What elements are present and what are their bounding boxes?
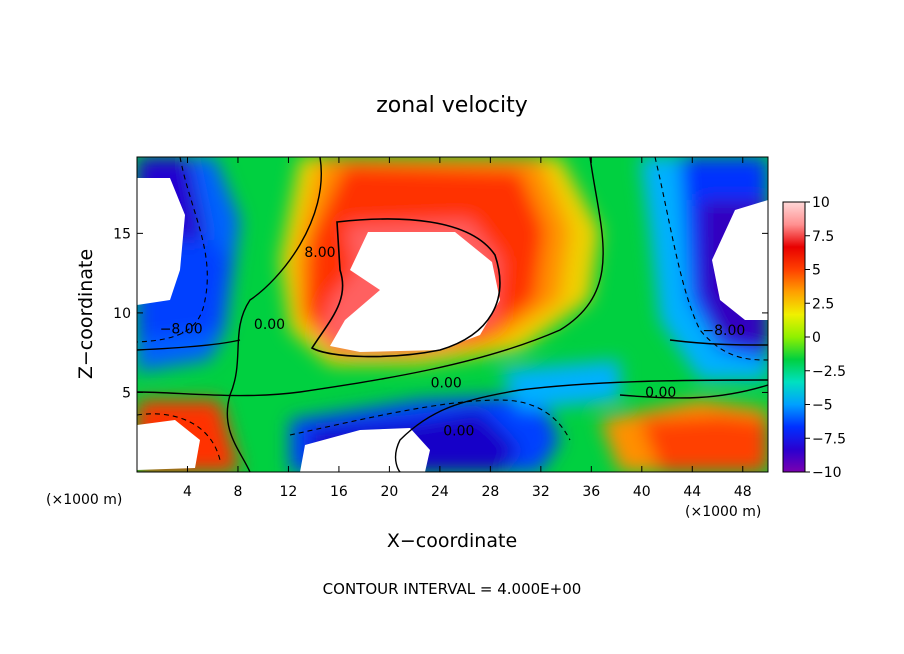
x-tick-label: 16 [330,484,348,500]
contour-interval-note: CONTOUR INTERVAL = 4.000E+00 [323,580,582,598]
offscale-region-upper [330,232,500,352]
contour-label: 0.00 [431,376,462,392]
contour-lines [137,157,768,472]
plot-frame [136,156,769,473]
contour-label: 0.00 [645,385,676,401]
x-tick-label: 36 [582,484,600,500]
colorbar-tick-label: −10 [812,465,842,481]
chart-title: zonal velocity [376,93,528,118]
colorbar-gradient [782,201,806,473]
y-axis: 5 10 15 [113,226,768,401]
colorbar-tick-label: 10 [812,195,830,211]
contour-label: 0.00 [443,423,474,439]
x-tick-label: 8 [233,484,242,500]
x-axis-label: X−coordinate [387,530,517,552]
offscale-region-left [137,178,185,305]
x-tick-label: 44 [683,484,701,500]
x-unit-left: (×1000 m) [46,492,122,508]
contour-label: 0.00 [254,317,285,333]
heatmap-field: 8.00 0.00 −8.00 0.00 0.00 −8.00 0.00 [137,157,768,472]
x-tick-label: 48 [734,484,752,500]
y-tick-label: 5 [122,385,131,401]
colorbar-tick-label: 2.5 [812,296,834,312]
colorbar-tick-label: −5 [812,398,833,414]
y-axis-label: Z−coordinate [75,249,97,379]
contour-label: −8.00 [160,322,203,338]
offscale-region-lowleft [137,420,200,470]
contour-label: 8.00 [304,245,335,261]
x-tick-label: 28 [481,484,499,500]
x-tick-label: 40 [633,484,651,500]
colorbar-tick-label: −7.5 [812,431,846,447]
x-axis: 4 8 12 16 20 24 28 32 36 40 44 48 [183,157,752,500]
x-tick-label: 4 [183,484,192,500]
x-unit-right: (×1000 m) [685,504,761,520]
x-tick-label: 12 [280,484,298,500]
offscale-region-lower [300,428,430,472]
offscale-region-right [712,200,768,320]
colorbar: 10 7.5 5 2.5 0 −2.5 −5 −7.5 −10 [782,195,846,481]
contour-lines-negative [137,157,768,461]
contour-label: −8.00 [702,323,745,339]
colorbar-tick-label: 5 [812,263,821,279]
colorbar-tick-label: 0 [812,330,821,346]
x-tick-label: 20 [380,484,398,500]
y-tick-label: 10 [113,306,131,322]
colorbar-tick-label: 7.5 [812,229,834,245]
y-tick-label: 15 [113,226,131,242]
x-tick-label: 32 [532,484,550,500]
colorbar-tick-label: −2.5 [812,364,846,380]
x-tick-label: 24 [431,484,449,500]
